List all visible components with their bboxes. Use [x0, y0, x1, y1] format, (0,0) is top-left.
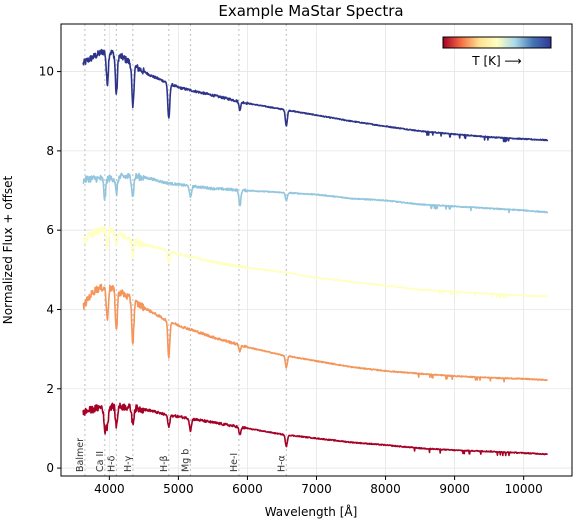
spectral-line-label: H-β: [159, 455, 170, 472]
series-layer: [82, 48, 549, 457]
spectral-line-label: H-δ: [106, 455, 117, 472]
x-tick-label: 8000: [370, 482, 401, 496]
spectrum-line: [82, 226, 549, 299]
spectrum-line: [82, 283, 548, 383]
x-tick-label: 6000: [232, 482, 263, 496]
spectrum-line: [82, 172, 549, 214]
colorbar-label: T [K] ⟶: [471, 54, 521, 68]
x-axis-label: Wavelength [Å]: [265, 504, 358, 519]
spectral-line-label: He-I: [229, 453, 240, 472]
spectral-line-label: Mg b: [180, 449, 191, 472]
x-tick-label: 4000: [94, 482, 125, 496]
y-tick-label: 2: [46, 382, 54, 396]
x-tick-label: 5000: [163, 482, 194, 496]
y-tick-label: 4: [46, 302, 54, 316]
spectral-line-label: Balmer: [75, 438, 86, 472]
y-tick-label: 10: [39, 65, 54, 79]
spectral-line-label: Ca II: [95, 451, 106, 472]
grid: [61, 24, 572, 476]
spectral-line-label: H-γ: [123, 455, 134, 472]
spectral-lines: Balmer Ca II H-δ H-γ H-β Mg b He-I H-α: [75, 24, 287, 476]
x-axis: 4000 5000 6000 7000 8000 9000 10000: [94, 476, 543, 496]
colorbar: [442, 36, 552, 49]
y-axis-label: Normalized Flux + offset: [1, 175, 15, 324]
spectrum-line: [82, 48, 549, 143]
y-axis: 0 2 4 6 8 10: [39, 65, 61, 475]
y-tick-label: 0: [46, 461, 54, 475]
x-tick-label: 9000: [439, 482, 470, 496]
spectrum-line: [82, 402, 548, 457]
y-tick-label: 8: [46, 144, 54, 158]
x-tick-label: 7000: [301, 482, 332, 496]
spectral-line-label: H-α: [276, 455, 287, 472]
y-tick-label: 6: [46, 223, 54, 237]
x-tick-label: 10000: [505, 482, 543, 496]
chart-title: Example MaStar Spectra: [218, 2, 403, 20]
